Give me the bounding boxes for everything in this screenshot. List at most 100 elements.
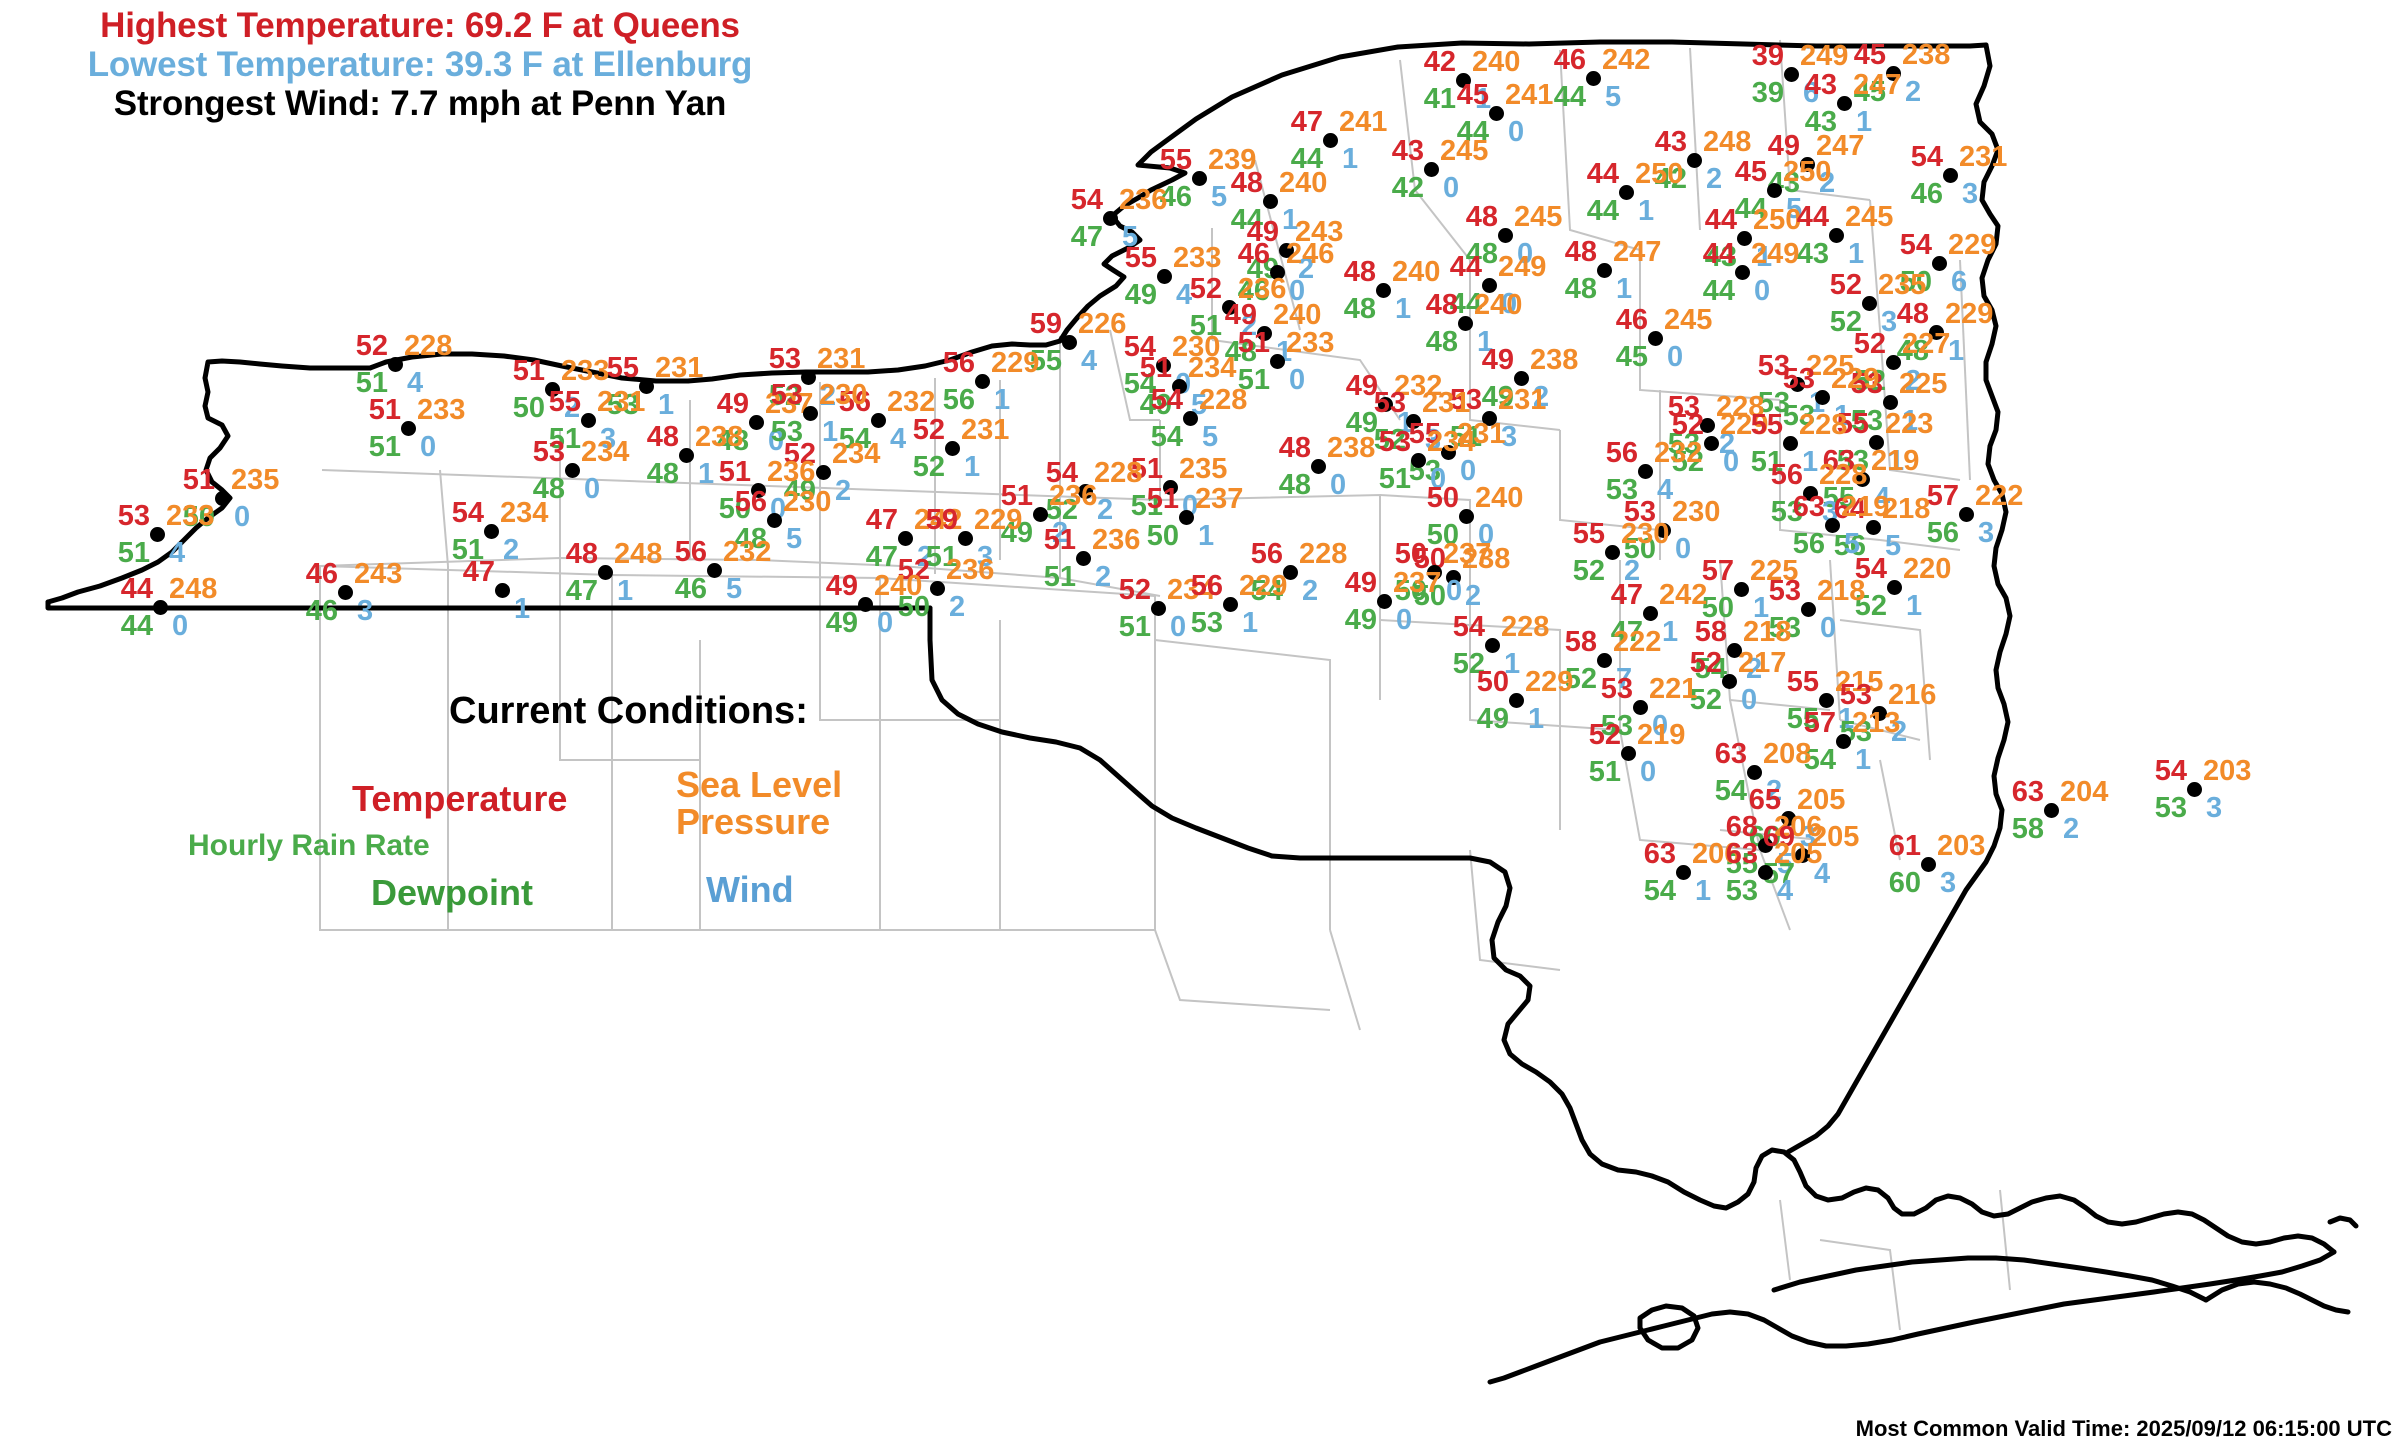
station-dot-icon [1459,509,1474,524]
station-wind: 2 [1465,580,1482,612]
station-dot-icon [1586,71,1601,86]
station-dewpoint: 53 [1770,496,1803,528]
station-wind: 4 [890,423,907,455]
station-pressure: 208 [1763,738,1812,770]
station-dot-icon [1886,66,1901,81]
station-dewpoint: 50 [512,392,545,424]
station-temperature: 53 [1782,363,1815,395]
station-dot-icon [767,513,782,528]
station-temperature: 56 [1250,538,1283,570]
station-wind: 0 [1675,533,1692,565]
station-dewpoint: 52 [768,380,801,412]
station-temperature: 49 [1767,130,1800,162]
station-pressure: 233 [1173,242,1222,274]
station-temperature: 58 [1564,626,1597,658]
station-dewpoint: 53 [1605,474,1638,506]
station-dot-icon [1855,472,1870,487]
station-dewpoint: 50 [1623,533,1656,565]
station-dewpoint: 48 [734,523,767,555]
station-pressure: 247 [1853,69,1902,101]
station-wind: 1 [1906,590,1923,622]
station-dot-icon [1062,335,1077,350]
station-pressure: 236 [1119,184,1168,216]
station-temperature: 64 [1833,493,1866,525]
station-dot-icon [1735,265,1750,280]
station-wind: 2 [1097,494,1114,526]
station-temperature: 52 [1689,647,1722,679]
station-dewpoint: 47 [1610,616,1643,648]
station-pressure: 206 [1774,811,1823,843]
station-wind: 5 [1777,848,1794,880]
station-dewpoint: 44 [1586,195,1619,227]
station-dewpoint: 54 [1803,744,1836,776]
station-temperature: 49 [1246,216,1279,248]
station-pressure: 232 [887,386,936,418]
station-dewpoint: 46 [1910,178,1943,210]
station-dot-icon [545,382,560,397]
station-wind: 0 [1330,469,1347,501]
station-temperature: 43 [1804,69,1837,101]
station-wind: 0 [1723,446,1740,478]
station-wind: 2 [1819,167,1836,199]
station-dewpoint: 50 [897,591,930,623]
station-temperature: 54 [1045,457,1078,489]
station-wind: 3 [357,595,374,627]
station-pressure: 234 [1427,426,1476,458]
station-dewpoint: 43 [1796,238,1829,270]
station-dewpoint: 51 [451,534,484,566]
station-dewpoint: 53 [1757,387,1790,419]
station-dot-icon [1621,746,1636,761]
station-wind: 1 [1638,195,1655,227]
station-dewpoint: 55 [1029,345,1062,377]
station-dewpoint: 46 [305,595,338,627]
station-pressure: 203 [2203,755,2252,787]
station-wind: 0 [1741,684,1758,716]
station-dewpoint: 41 [1423,83,1456,115]
station-wind: 3 [600,423,617,455]
station-wind: 1 [994,384,1011,416]
station-dewpoint: 51 [368,431,401,463]
station-dot-icon [1263,194,1278,209]
station-pressure: 250 [1783,156,1832,188]
station-dewpoint: 53 [1850,405,1883,437]
station-wind: 3 [2206,792,2223,824]
station-wind: 4 [1176,279,1193,311]
station-dot-icon [1829,228,1844,243]
station-temperature: 45 [1853,39,1886,71]
station-pressure: 225 [1899,368,1948,400]
station-wind: 0 [234,501,251,533]
station-dewpoint: 44 [1449,288,1482,320]
station-pressure: 240 [1474,289,1523,321]
station-temperature: 54 [1854,553,1887,585]
station-wind: 5 [726,573,743,605]
station-dot-icon [1456,73,1471,88]
station-wind: 0 [1667,341,1684,373]
station-wind: 0 [768,425,785,457]
station-dot-icon [1458,316,1473,331]
station-temperature: 56 [838,386,871,418]
station-pressure: 248 [169,573,218,605]
station-pressure: 240 [1392,256,1441,288]
station-pressure: 221 [1649,673,1698,705]
station-temperature: 53 [1378,426,1411,458]
station-dewpoint: 60 [1888,867,1921,899]
station-dot-icon [1172,379,1187,394]
station-pressure: 230 [1672,496,1721,528]
station-dot-icon [150,527,165,542]
station-pressure: 229 [1831,363,1880,395]
station-wind: 2 [1298,253,1315,285]
station-pressure: 237 [1195,483,1244,515]
station-dewpoint: 53 [1667,428,1700,460]
station-wind: 2 [820,380,837,412]
station-dot-icon [1151,601,1166,616]
station-pressure: 238 [1530,344,1579,376]
station-dot-icon [803,406,818,421]
station-pressure: 206 [1692,838,1741,870]
station-dewpoint: 50 [1899,266,1932,298]
station-dewpoint: 44 [1290,143,1323,175]
station-dot-icon [1887,580,1902,595]
station-temperature: 59 [925,504,958,536]
station-pressure: 241 [1505,79,1554,111]
station-dewpoint: 52 [1854,590,1887,622]
station-dot-icon [871,413,886,428]
